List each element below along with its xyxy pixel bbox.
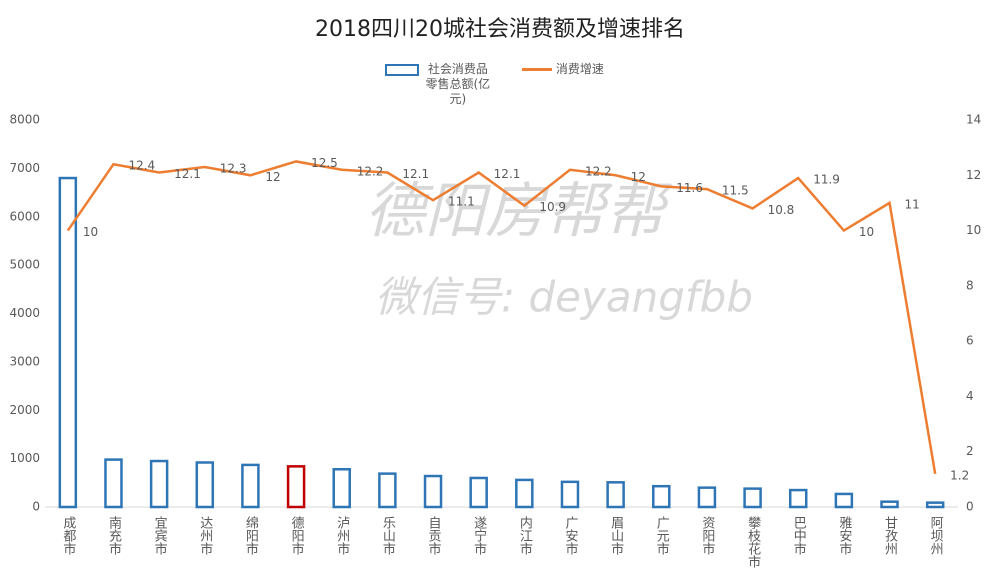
data-label: 12.5 xyxy=(311,156,338,170)
bar xyxy=(743,487,762,509)
data-label: 11.1 xyxy=(448,195,475,209)
bar xyxy=(423,474,443,509)
data-label: 12.2 xyxy=(357,164,384,178)
bar xyxy=(58,176,78,509)
x-tick-label: 乐山市 xyxy=(380,516,396,555)
x-tick-label: 遂宁市 xyxy=(471,516,487,555)
bar xyxy=(697,486,717,509)
line xyxy=(66,160,937,475)
legend-item: 社会消费品零售总额(亿元) xyxy=(385,62,493,107)
y-tick-label: 2000 xyxy=(9,403,40,417)
legend-label: 消费增速 xyxy=(555,62,604,76)
bar xyxy=(925,501,945,509)
bar xyxy=(560,480,580,509)
y-tick-label: 6000 xyxy=(9,209,40,223)
x-tick-label: 巴中市 xyxy=(791,516,807,555)
y2-tick-label: 14 xyxy=(966,113,981,127)
x-tick-label: 攀枝花市 xyxy=(745,516,761,568)
x-tick-label: 泸州市 xyxy=(334,516,350,555)
data-label: 11 xyxy=(905,197,920,211)
y-tick-label: 4000 xyxy=(9,306,40,320)
y2-tick-label: 2 xyxy=(966,444,974,458)
data-label: 12 xyxy=(631,170,646,184)
y2-tick-label: 8 xyxy=(966,278,974,292)
bar xyxy=(834,492,854,509)
bar xyxy=(515,478,534,509)
x-tick-label: 南充市 xyxy=(106,515,122,555)
x-tick-label: 资阳市 xyxy=(699,516,715,555)
bar xyxy=(606,481,625,509)
bar xyxy=(880,500,899,509)
x-tick-label: 达州市 xyxy=(197,516,213,555)
legend-item: 消费增速 xyxy=(522,62,604,77)
watermark: 德阳房帮帮 xyxy=(365,177,673,247)
x-tick-label: 宜宾市 xyxy=(152,516,168,555)
y2-tick-label: 6 xyxy=(966,334,974,348)
data-label: 10 xyxy=(859,225,874,239)
data-label: 10.8 xyxy=(768,203,795,217)
x-tick-label: 广安市 xyxy=(562,516,578,555)
x-tick-label: 阿坝州 xyxy=(928,516,944,555)
y-tick-label: 7000 xyxy=(9,161,40,175)
data-label: 11.6 xyxy=(676,181,703,195)
y-tick-label: 0 xyxy=(32,500,40,514)
data-label: 12.1 xyxy=(494,167,521,181)
data-label: 12.2 xyxy=(585,164,612,178)
bar xyxy=(652,484,671,509)
x-tick-label: 广元市 xyxy=(654,516,670,555)
x-tick-label: 内江市 xyxy=(517,515,533,555)
data-label: 11.9 xyxy=(813,173,840,187)
y2-tick-label: 4 xyxy=(966,389,974,403)
y-tick-label: 1000 xyxy=(9,451,40,465)
bar xyxy=(241,463,260,509)
data-label: 10 xyxy=(83,225,98,239)
data-label: 12.3 xyxy=(220,161,247,175)
bar xyxy=(788,488,808,509)
data-label: 12.1 xyxy=(402,167,429,181)
bar xyxy=(286,465,306,509)
chart-title: 2018四川20城社会消费额及增速排名 xyxy=(315,17,685,42)
x-tick-label: 眉山市 xyxy=(608,516,624,555)
data-label: 11.5 xyxy=(722,184,749,198)
y-tick-label: 3000 xyxy=(9,354,40,368)
x-tick-label: 甘孜州 xyxy=(882,516,898,555)
bar xyxy=(104,458,123,509)
legend-swatch xyxy=(522,68,552,71)
legend-label: 社会消费品零售总额(亿元) xyxy=(425,62,491,106)
y2-tick-label: 10 xyxy=(966,223,981,237)
bar xyxy=(469,476,488,509)
y2-tick-label: 12 xyxy=(966,168,981,182)
x-tick-label: 成都市 xyxy=(60,516,76,555)
y-tick-label: 5000 xyxy=(9,258,40,272)
y-tick-label: 8000 xyxy=(9,113,40,127)
x-tick-label: 绵阳市 xyxy=(243,516,258,555)
data-label: 10.9 xyxy=(539,200,566,214)
watermark: 微信号: deyangfbb xyxy=(375,273,753,322)
x-tick-label: 雅安市 xyxy=(836,516,852,555)
x-tick-label: 自贡市 xyxy=(426,516,442,555)
data-label: 12.1 xyxy=(174,167,201,181)
y2-tick-label: 0 xyxy=(966,500,974,514)
x-tick-label: 德阳市 xyxy=(289,516,305,555)
bar xyxy=(378,472,397,509)
data-label: 1.2 xyxy=(950,468,969,482)
data-label: 12 xyxy=(265,170,280,184)
legend-swatch xyxy=(385,64,419,76)
bar xyxy=(149,459,169,509)
bar xyxy=(195,461,215,509)
data-label: 12.4 xyxy=(128,159,155,173)
bar xyxy=(332,468,351,509)
